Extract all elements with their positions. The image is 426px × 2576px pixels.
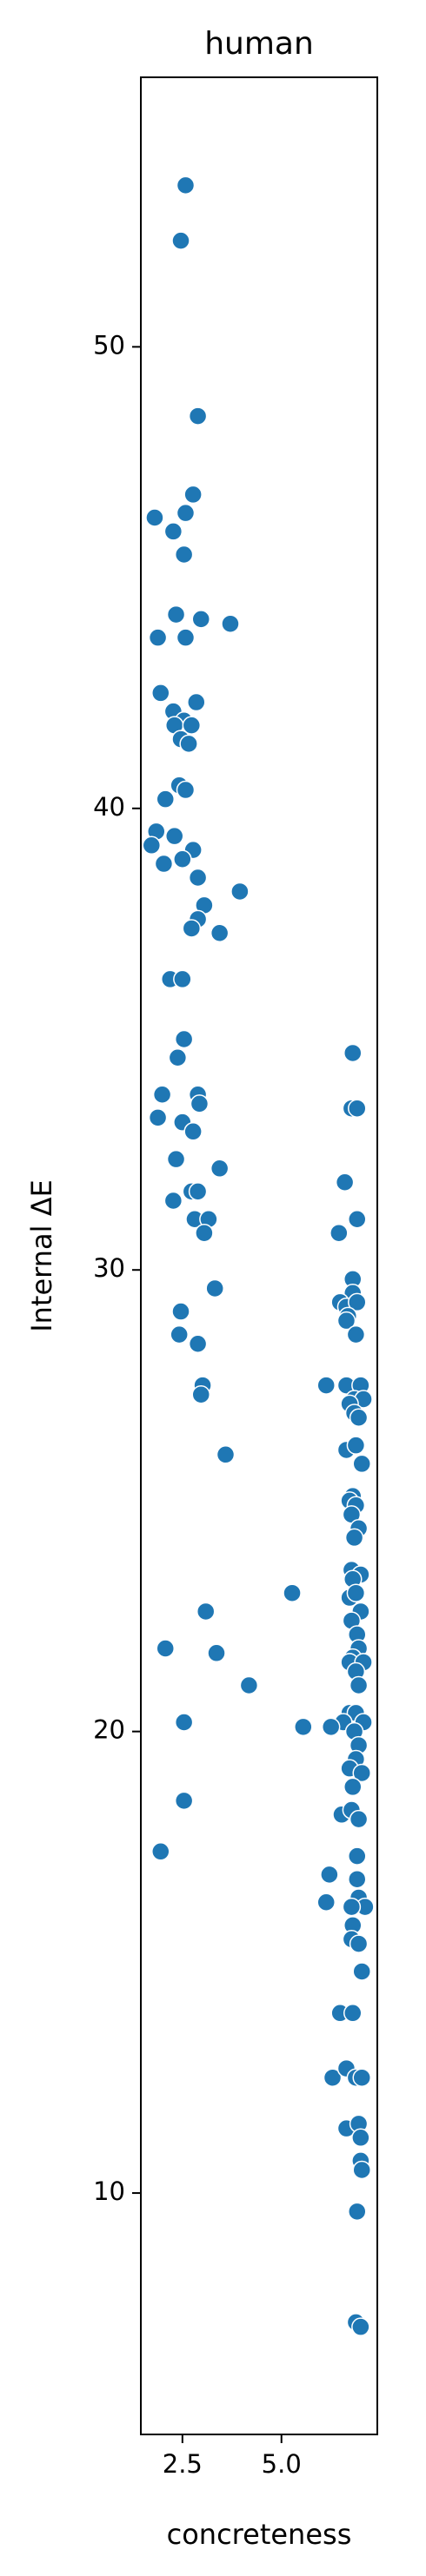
point — [348, 1099, 367, 1118]
point — [349, 1809, 369, 1829]
point — [174, 1791, 194, 1811]
point — [239, 1675, 259, 1695]
point — [205, 1278, 224, 1298]
point — [156, 1639, 175, 1658]
y-tick-label: 20 — [93, 1715, 125, 1745]
point — [188, 868, 208, 888]
y-tick-label: 50 — [93, 330, 125, 360]
point — [174, 1029, 194, 1049]
point — [176, 503, 196, 523]
point — [348, 2202, 367, 2222]
point — [349, 1408, 369, 1428]
point — [195, 1223, 214, 1243]
point — [152, 1085, 172, 1105]
point — [349, 1675, 369, 1695]
point — [210, 1159, 230, 1179]
point — [154, 854, 174, 874]
point — [151, 684, 170, 703]
point — [230, 882, 250, 902]
point — [179, 734, 198, 754]
point — [176, 780, 196, 800]
point — [323, 2068, 343, 2087]
point — [348, 1292, 367, 1312]
point — [183, 485, 203, 505]
point — [342, 1897, 362, 1917]
point — [168, 1048, 188, 1067]
point — [176, 628, 196, 647]
point — [163, 522, 183, 541]
point — [145, 508, 164, 527]
point — [346, 1324, 366, 1344]
x-tick-label: 2.5 — [163, 2449, 203, 2479]
point — [351, 2317, 370, 2336]
plot-frame — [140, 76, 378, 2435]
point — [174, 1713, 194, 1732]
point — [348, 1210, 367, 1229]
point — [170, 1324, 189, 1344]
point — [346, 1583, 366, 1602]
point — [163, 1191, 183, 1211]
point — [207, 1643, 226, 1663]
point — [190, 1094, 210, 1113]
point — [351, 2128, 370, 2148]
point — [188, 1334, 208, 1353]
point — [349, 1934, 369, 1953]
x-tick-label: 5.0 — [262, 2449, 302, 2479]
point — [188, 1182, 208, 1201]
point — [283, 1583, 302, 1602]
point — [171, 231, 190, 250]
point — [343, 1777, 363, 1797]
point — [182, 716, 202, 735]
point — [343, 1043, 363, 1063]
point — [183, 1122, 203, 1141]
point — [188, 406, 208, 426]
point — [352, 2068, 371, 2087]
point — [171, 1302, 190, 1321]
point — [151, 1842, 170, 1861]
point — [156, 789, 175, 809]
point — [182, 919, 202, 938]
point — [294, 1717, 313, 1737]
point — [344, 1528, 364, 1548]
point — [336, 1311, 356, 1331]
y-tick-label: 30 — [93, 1253, 125, 1283]
point — [173, 969, 192, 989]
point — [173, 849, 192, 869]
point — [148, 1108, 168, 1127]
point — [142, 836, 162, 855]
point — [221, 614, 240, 633]
point — [216, 1445, 236, 1464]
point — [346, 1436, 366, 1455]
point — [196, 1602, 216, 1622]
point — [316, 1376, 336, 1395]
point — [176, 175, 196, 195]
point — [352, 2160, 371, 2180]
point — [164, 826, 184, 846]
point — [352, 1763, 371, 1783]
point — [329, 1223, 349, 1243]
point — [210, 923, 230, 943]
point — [148, 628, 168, 647]
point — [316, 1892, 336, 1912]
y-axis-label: Internal ΔE — [25, 1179, 58, 1332]
point — [174, 545, 194, 565]
point — [187, 692, 206, 712]
point — [335, 1172, 355, 1192]
point — [343, 2004, 363, 2023]
point — [166, 1149, 186, 1169]
x-axis-label: concreteness — [167, 2518, 352, 2551]
point — [352, 1454, 371, 1474]
y-tick-label: 40 — [93, 792, 125, 822]
point — [321, 1717, 341, 1737]
point — [348, 1869, 367, 1889]
point — [191, 610, 211, 629]
y-tick-label: 10 — [93, 2176, 125, 2206]
point — [320, 1865, 339, 1885]
point — [191, 1384, 211, 1404]
point — [166, 604, 186, 624]
chart-title: human — [204, 26, 314, 62]
point — [352, 1962, 371, 1981]
point — [348, 1846, 367, 1866]
